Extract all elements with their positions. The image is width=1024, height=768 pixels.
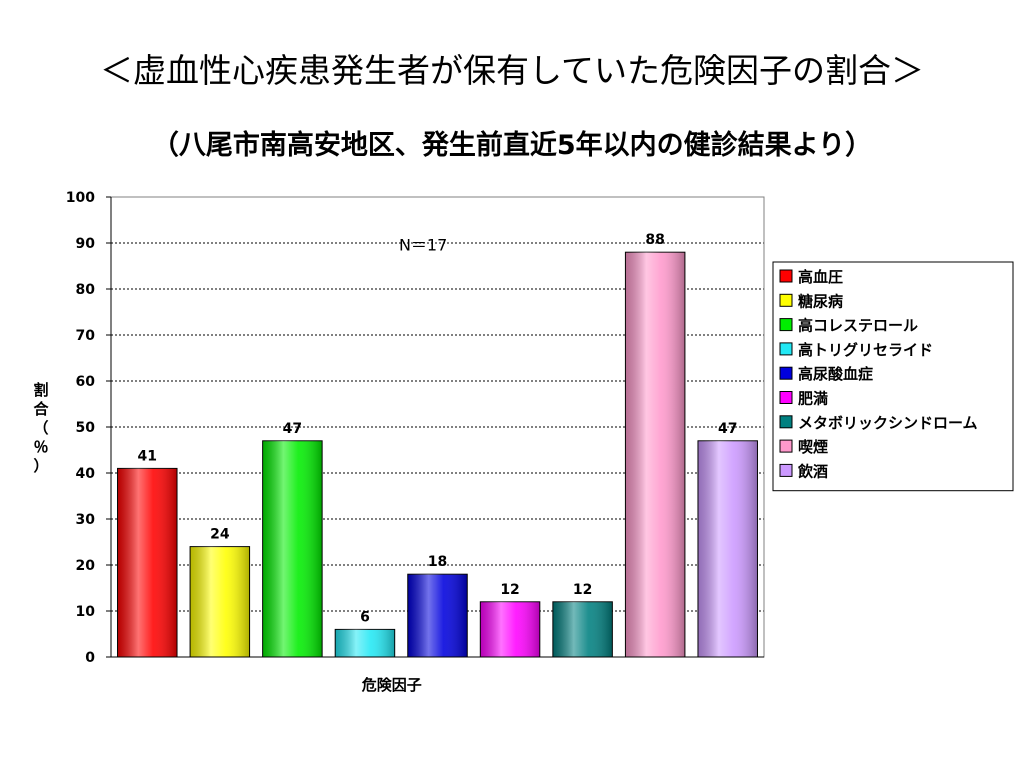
bar	[479, 601, 541, 658]
legend-item: 高尿酸血症	[779, 365, 873, 383]
bar	[407, 573, 468, 658]
bar-shading	[625, 252, 685, 657]
legend-item: 喫煙	[779, 438, 828, 456]
bar-shading	[190, 546, 250, 657]
y-tick-label: 30	[76, 512, 96, 528]
y-tick-label: 0	[85, 650, 95, 666]
bar	[189, 546, 251, 658]
x-axis-title: 危険因子	[362, 676, 422, 694]
y-axis-title-char: ％	[33, 438, 48, 456]
data-label: 41	[138, 448, 157, 464]
legend-label: 高コレステロール	[798, 317, 918, 335]
bar	[262, 440, 323, 658]
data-label: 47	[718, 421, 737, 437]
bar-shading	[552, 601, 613, 657]
y-tick-label: 20	[76, 558, 96, 574]
bars	[117, 251, 758, 658]
legend-label: 高トリグリセライド	[798, 341, 933, 359]
bar	[624, 251, 686, 658]
bar	[117, 467, 178, 658]
sample-size-annotation: N＝17	[399, 235, 447, 254]
legend-item: 肥満	[779, 390, 828, 408]
data-label: 24	[210, 527, 230, 543]
legend-label: 喫煙	[798, 438, 828, 456]
legend-box	[772, 261, 1014, 492]
bar-shading	[480, 601, 540, 657]
legend-item: 糖尿病	[779, 292, 843, 310]
y-axis-title-char: ）	[33, 457, 48, 475]
bar	[334, 628, 396, 658]
legend-item: メタボリックシンドローム	[779, 414, 978, 432]
y-tick-label: 100	[66, 190, 95, 206]
y-tick-label: 90	[76, 236, 96, 252]
y-tick-label: 50	[76, 420, 96, 436]
data-label: 12	[573, 582, 592, 598]
slide-title: ＜虚血性心疾患発生者が保有していた危険因子の割合＞	[99, 51, 924, 90]
bar-shading	[697, 440, 758, 657]
legend-label: 肥満	[798, 390, 828, 408]
legend-label: 高尿酸血症	[798, 365, 873, 383]
legend-swatch	[779, 366, 793, 380]
y-axis-ticks: 0 10 20 30 40 50 60 70 80 90 100	[66, 190, 111, 666]
data-label: 6	[360, 609, 370, 625]
bar-shading	[407, 574, 468, 657]
y-axis-title-char: 割	[33, 381, 48, 399]
legend-item: 高トリグリセライド	[779, 341, 933, 359]
legend-item: 飲酒	[779, 462, 828, 480]
legend-swatch	[779, 269, 793, 283]
legend: 高血圧糖尿病高コレステロール高トリグリセライド高尿酸血症肥満メタボリックシンドロ…	[772, 261, 1014, 492]
legend-swatch	[779, 439, 793, 453]
data-labels: 41 24 47 6 18 12 12 88 47	[138, 232, 738, 625]
bar	[697, 440, 758, 658]
legend-swatch	[779, 318, 793, 332]
legend-label: メタボリックシンドローム	[798, 414, 978, 432]
legend-item: 高血圧	[779, 268, 843, 286]
y-axis-title-char: （	[33, 419, 48, 437]
y-tick-label: 80	[76, 282, 96, 298]
legend-swatch	[779, 463, 793, 477]
data-label: 88	[645, 232, 664, 248]
legend-item: 高コレステロール	[779, 317, 918, 335]
legend-label: 飲酒	[797, 462, 828, 480]
y-tick-label: 10	[76, 604, 96, 620]
y-axis-title: 割合（％）	[32, 381, 49, 475]
legend-label: 高血圧	[798, 268, 843, 286]
y-tick-label: 60	[76, 374, 96, 390]
legend-swatch	[779, 415, 793, 429]
bar-shading	[262, 440, 323, 657]
bar	[552, 601, 613, 658]
legend-swatch	[779, 342, 793, 356]
y-axis-title-char: 合	[32, 400, 49, 418]
slide-subtitle: （八尾市南高安地区、発生前直近5年以内の健診結果より）	[151, 130, 873, 161]
data-label: 12	[500, 582, 519, 598]
data-label: 18	[428, 554, 447, 570]
bar-shading	[117, 468, 178, 657]
legend-swatch	[779, 391, 793, 404]
y-tick-label: 40	[76, 466, 96, 482]
bar-shading	[335, 629, 395, 657]
legend-swatch	[779, 293, 793, 307]
data-label: 47	[283, 421, 302, 437]
y-tick-label: 70	[76, 328, 96, 344]
legend-label: 糖尿病	[798, 292, 843, 310]
